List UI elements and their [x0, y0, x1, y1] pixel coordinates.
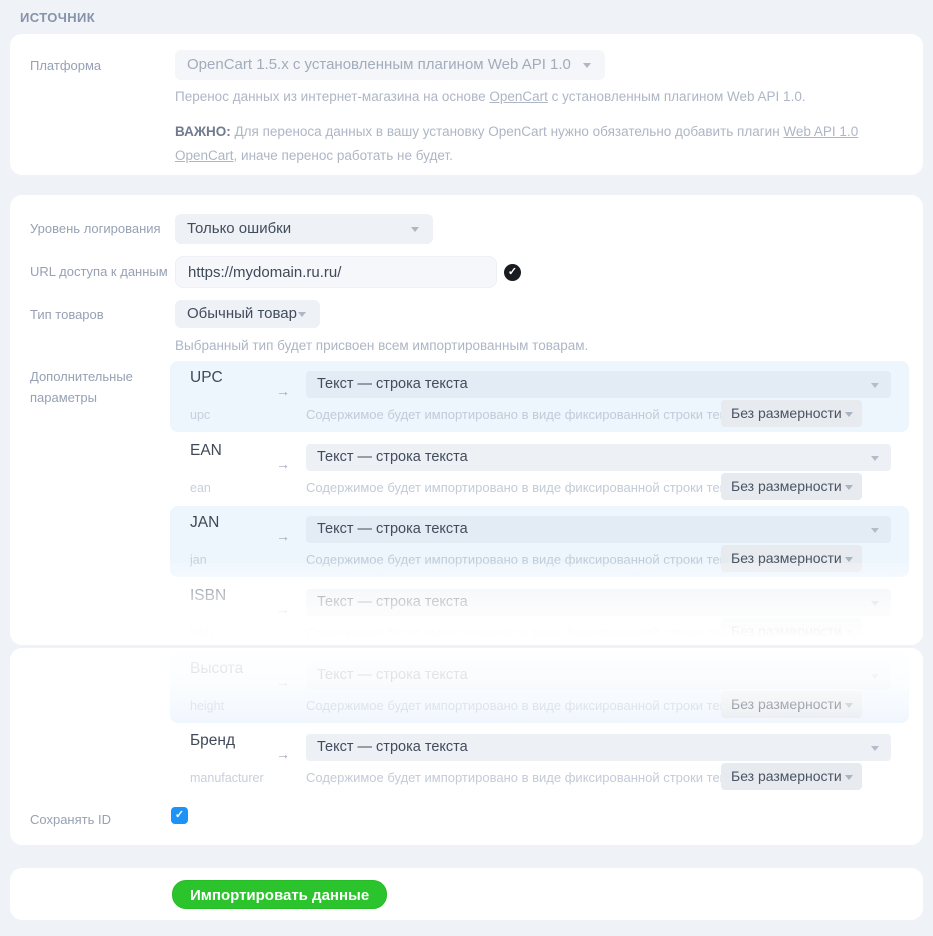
chevron-down-icon — [583, 63, 591, 68]
chevron-down-icon — [845, 629, 853, 635]
param-help: Содержимое будет импортировано в виде фи… — [306, 698, 746, 713]
extra-params-label: Дополнительные параметры — [30, 369, 133, 405]
log-level-select[interactable]: Только ошибки — [175, 214, 433, 244]
param-row-upc: UPC upc → Текст — строка текста Содержим… — [170, 361, 909, 432]
param-row-isbn: ISBN isbn → Текст — строка текста Содерж… — [170, 579, 909, 645]
param-unit-select[interactable]: Без размерности — [721, 763, 862, 790]
param-unit-select[interactable]: Без размерности — [721, 473, 862, 500]
chevron-down-icon — [871, 745, 879, 751]
platform-label: Платформа — [30, 58, 102, 73]
chevron-down-icon — [411, 227, 419, 232]
chevron-down-icon — [871, 527, 879, 533]
data-url-input[interactable] — [175, 256, 497, 288]
param-name: Высота — [190, 660, 244, 677]
chevron-down-icon — [845, 484, 853, 490]
param-name: ISBN — [190, 587, 227, 604]
param-name: Бренд — [190, 732, 236, 749]
product-type-value: Обычный товар — [187, 305, 297, 322]
chevron-down-icon — [871, 455, 879, 461]
data-url-label: URL доступа к данным — [30, 264, 168, 279]
param-code: height — [190, 699, 225, 713]
param-help: Содержимое будет импортировано в виде фи… — [306, 625, 746, 640]
param-code: manufacturer — [190, 771, 264, 785]
chevron-down-icon — [871, 600, 879, 606]
param-unit-select[interactable]: Без размерности — [721, 618, 862, 645]
param-type-select[interactable]: Текст — строка текста — [306, 589, 891, 616]
arrow-right-icon: → — [276, 746, 290, 762]
chevron-down-icon — [845, 702, 853, 708]
chevron-down-icon — [871, 673, 879, 679]
platform-help-text: Перенос данных из интернет-магазина на о… — [175, 89, 806, 104]
important-note: ВАЖНО: Для переноса данных в вашу устано… — [175, 124, 859, 164]
param-row-ean: EAN ean → Текст — строка текста Содержим… — [170, 434, 909, 505]
param-code: jan — [190, 553, 207, 567]
url-valid-check-icon: ✓ — [504, 264, 521, 281]
opencart-link[interactable]: OpenCart — [489, 89, 548, 104]
arrow-right-icon: → — [276, 456, 290, 472]
param-code: ean — [190, 481, 211, 495]
product-type-label: Тип товаров — [30, 307, 104, 322]
keep-id-checkbox[interactable]: ✓ — [171, 807, 188, 824]
param-code: upc — [190, 408, 211, 422]
product-type-select[interactable]: Обычный товар — [175, 300, 320, 328]
param-help: Содержимое будет импортировано в виде фи… — [306, 552, 746, 567]
product-type-help: Выбранный тип будет присвоен всем импорт… — [175, 338, 589, 353]
param-code: isbn — [190, 626, 213, 640]
param-name: JAN — [190, 514, 220, 531]
important-label: ВАЖНО: — [175, 124, 231, 139]
settings-card-continued: Высота height → Текст — строка текста Со… — [10, 648, 923, 845]
log-level-label: Уровень логирования — [30, 221, 161, 236]
param-name: UPC — [190, 369, 223, 386]
chevron-down-icon — [845, 411, 853, 417]
param-type-select[interactable]: Текст — строка текста — [306, 662, 891, 689]
chevron-down-icon — [871, 382, 879, 388]
arrow-right-icon: → — [276, 383, 290, 399]
param-unit-select[interactable]: Без размерности — [721, 545, 862, 572]
param-type-select[interactable]: Текст — строка текста — [306, 444, 891, 471]
arrow-right-icon: → — [276, 674, 290, 690]
platform-select-value: OpenCart 1.5.x с установленным плагином … — [187, 56, 571, 73]
log-level-value: Только ошибки — [187, 220, 292, 237]
page-title: ИСТОЧНИК — [20, 10, 96, 25]
import-button[interactable]: Импортировать данные — [172, 880, 388, 909]
arrow-right-icon: → — [276, 528, 290, 544]
param-type-select[interactable]: Текст — строка текста — [306, 516, 891, 543]
param-row-brand: Бренд manufacturer → Текст — строка текс… — [170, 724, 909, 795]
param-row-jan: JAN jan → Текст — строка текста Содержим… — [170, 506, 909, 577]
param-help: Содержимое будет импортировано в виде фи… — [306, 407, 746, 422]
keep-id-label: Сохранять ID — [30, 812, 111, 827]
webapi-plugin-link[interactable]: Web API 1.0 OpenCart — [175, 124, 859, 164]
param-unit-select[interactable]: Без размерности — [721, 400, 862, 427]
param-type-select[interactable]: Текст — строка текста — [306, 734, 891, 761]
platform-select[interactable]: OpenCart 1.5.x с установленным плагином … — [175, 50, 605, 80]
settings-card: Уровень логирования Только ошибки URL до… — [10, 195, 923, 645]
platform-card: Платформа OpenCart 1.5.x с установленным… — [10, 34, 923, 175]
action-card: Импортировать данные — [10, 868, 923, 920]
param-help: Содержимое будет импортировано в виде фи… — [306, 770, 746, 785]
chevron-down-icon — [845, 556, 853, 562]
param-type-select[interactable]: Текст — строка текста — [306, 371, 891, 398]
chevron-down-icon — [298, 312, 306, 317]
param-name: EAN — [190, 442, 222, 459]
param-row-height: Высота height → Текст — строка текста Со… — [170, 652, 909, 723]
arrow-right-icon: → — [276, 601, 290, 617]
chevron-down-icon — [845, 774, 853, 780]
param-unit-select[interactable]: Без размерности — [721, 691, 862, 718]
param-help: Содержимое будет импортировано в виде фи… — [306, 480, 746, 495]
